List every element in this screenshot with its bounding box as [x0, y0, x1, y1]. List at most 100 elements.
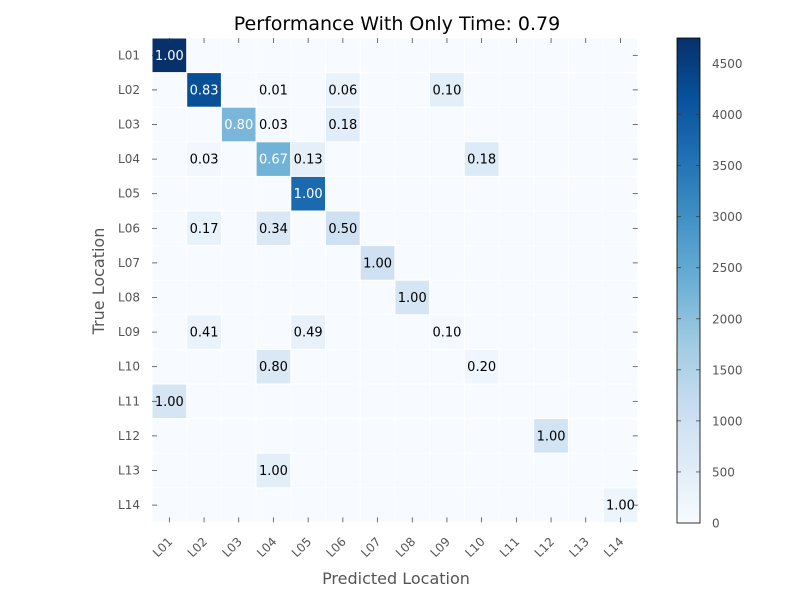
x-tick-label: L09 — [428, 535, 453, 560]
chart-title: Performance With Only Time: 0.79 — [234, 13, 560, 35]
cell-value-label: 0.20 — [467, 360, 496, 375]
cell-value-label: 1.00 — [294, 187, 323, 202]
heatmap-cell — [186, 314, 222, 350]
cell-value-label: 0.67 — [259, 153, 288, 168]
y-tick-label: L02 — [118, 83, 140, 97]
cell-value-label: 1.00 — [537, 429, 566, 444]
colorbar-gradient — [676, 37, 701, 524]
y-tick-label: L06 — [118, 221, 140, 235]
cell-value-label: 0.03 — [190, 153, 219, 168]
heatmap-cell — [255, 210, 292, 247]
x-tick-label: L11 — [497, 535, 522, 560]
x-axis-label: Predicted Location — [322, 569, 470, 588]
cell-value-label: 0.49 — [294, 326, 323, 341]
cell-value-label: 1.00 — [259, 464, 288, 479]
heatmap-cell — [151, 37, 188, 74]
heatmap-cell — [255, 348, 292, 385]
cell-value-label: 0.13 — [294, 153, 323, 168]
cell-value-label: 0.18 — [328, 118, 357, 133]
x-tick-label: L08 — [393, 535, 418, 560]
heatmap-cell — [602, 487, 639, 523]
cell-value-label: 0.18 — [467, 153, 496, 168]
heatmap-cell — [429, 314, 465, 350]
heatmap-cell — [290, 175, 326, 212]
heatmap-cell — [325, 72, 361, 108]
colorbar-tick-label: 1500 — [712, 363, 743, 377]
heatmap-cell — [290, 141, 326, 177]
heatmap-cell — [463, 141, 500, 177]
y-axis-ticks: L01 L02 L03 L04 L05 L06 L07 L08 L09 L10 L11 L12 L13 L… — [118, 48, 140, 512]
heatmap-cell — [186, 210, 222, 247]
heatmap-cell — [255, 141, 292, 177]
cell-value-label: 1.00 — [606, 499, 635, 514]
y-tick-label: L04 — [118, 152, 140, 166]
y-tick-label: L01 — [118, 48, 140, 62]
colorbar-tick-label: 1000 — [712, 414, 743, 428]
heatmap-cell — [255, 452, 292, 489]
cell-value-label: 1.00 — [398, 291, 427, 306]
y-tick-label: L10 — [118, 360, 140, 374]
colorbar-tick-label: 500 — [712, 465, 735, 479]
x-tick-label: L07 — [358, 535, 383, 560]
cell-value-label: 1.00 — [363, 256, 392, 271]
colorbar-tick-label: 4500 — [712, 57, 743, 71]
cell-value-label: 0.83 — [190, 83, 219, 98]
colorbar-tick-label: 3500 — [712, 159, 743, 173]
cell-value-label: 0.50 — [328, 222, 357, 237]
heatmap-cell — [186, 141, 222, 177]
x-tick-label: L03 — [219, 535, 244, 560]
colorbar-tick-label: 2500 — [712, 261, 743, 275]
heatmap-cell — [429, 72, 465, 108]
cell-value-label: 1.00 — [155, 49, 184, 64]
y-tick-label: L11 — [118, 394, 140, 408]
x-tick-label: L05 — [289, 535, 314, 560]
colorbar: 0 500 1000 1500 2000 2500 3000 3500 4000 4500 — [676, 37, 743, 531]
heatmap-cell — [290, 314, 326, 350]
colorbar-tick-label: 3000 — [712, 210, 743, 224]
colorbar-tick-label: 0 — [712, 517, 720, 531]
cell-value-label: 0.80 — [224, 118, 253, 133]
x-tick-label: L06 — [324, 535, 349, 560]
y-tick-label: L12 — [118, 429, 140, 443]
cell-value-label: 1.00 — [155, 395, 184, 410]
y-tick-label: L09 — [118, 325, 140, 339]
cell-value-label: 0.34 — [259, 222, 288, 237]
y-tick-label: L07 — [118, 256, 140, 270]
heatmap-cell — [325, 106, 361, 143]
cell-value-label: 0.10 — [432, 326, 461, 341]
cell-value-label: 0.01 — [259, 83, 288, 98]
x-tick-label: L10 — [462, 535, 487, 560]
y-tick-label: L05 — [118, 187, 140, 201]
x-tick-label: L01 — [150, 535, 175, 560]
y-tick-label: L14 — [118, 498, 140, 512]
colorbar-tick-label: 2000 — [712, 312, 743, 326]
cell-value-label: 0.03 — [259, 118, 288, 133]
heatmap-cell — [186, 72, 222, 108]
frame-ticks — [152, 38, 638, 523]
y-tick-label: L08 — [118, 291, 140, 305]
cell-value-label: 0.10 — [432, 83, 461, 98]
y-tick-label: L13 — [118, 464, 140, 478]
y-tick-label: L03 — [118, 118, 140, 132]
heatmap-cell — [533, 418, 569, 454]
heatmap-cell — [394, 279, 431, 316]
heatmap-cell — [359, 245, 396, 281]
x-tick-label: L12 — [532, 535, 557, 560]
heatmap-cell — [325, 210, 361, 247]
x-tick-label: L02 — [185, 535, 210, 560]
x-tick-label: L14 — [601, 535, 626, 560]
heatmap-cell — [151, 383, 188, 420]
heatmap-matrix: 1.00 0.83 0.01 0.06 0.10 0.80 0.03 0.18 0.03 0.67… — [151, 37, 639, 523]
colorbar-tick-label: 4000 — [712, 108, 743, 122]
x-axis-ticks: L01 L02 L03 L04 L05 L06 L07 L08 L09 L10 L11 L12 L13 L… — [150, 535, 627, 560]
cell-value-label: 0.80 — [259, 360, 288, 375]
colorbar-ticks: 0 500 1000 1500 2000 2500 3000 3500 4000 4500 — [677, 57, 743, 531]
heatmap-cell — [463, 348, 500, 385]
y-axis-label: True Location — [89, 228, 108, 336]
cell-value-label: 0.41 — [190, 326, 219, 341]
x-tick-label: L04 — [254, 535, 279, 560]
cell-value-label: 0.06 — [328, 83, 357, 98]
cell-value-label: 0.17 — [190, 222, 219, 237]
x-tick-label: L13 — [566, 535, 591, 560]
